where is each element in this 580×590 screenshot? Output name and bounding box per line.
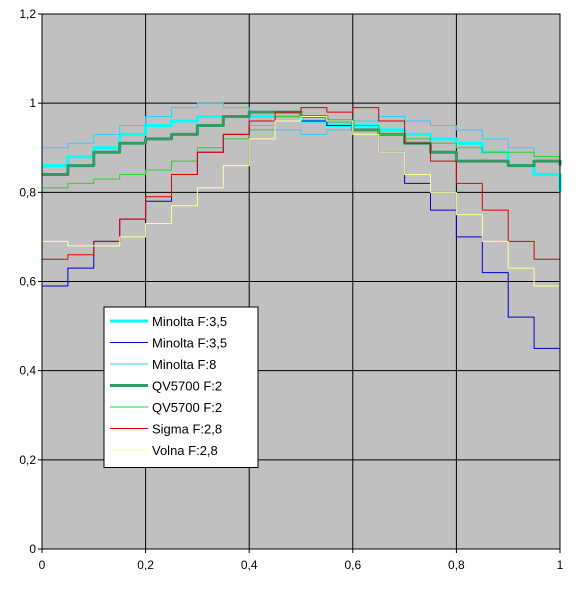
y-tick-label: 0 [29, 542, 36, 556]
series-line-5 [42, 107, 561, 273]
x-tick-label: 0,2 [137, 558, 154, 572]
y-axis-ticks: 0 0,2 0,4 0,6 0,8 1 1,2 [19, 7, 42, 556]
x-axis-ticks: 0 0,2 0,4 0,6 0,8 1 [39, 549, 564, 572]
legend-entry-label: QV5700 F:2 [152, 379, 222, 394]
series-line-6 [42, 116, 561, 295]
x-tick-label: 1 [557, 558, 564, 572]
series-layer [42, 102, 562, 389]
y-tick-label: 1 [29, 96, 36, 110]
series-line-2 [42, 102, 561, 166]
x-tick-label: 0 [39, 558, 46, 572]
legend-entry-label: Minolta F:8 [152, 357, 216, 372]
legend-entry-label: Minolta F:3,5 [152, 314, 227, 329]
y-tick-label: 0,8 [19, 185, 36, 199]
legend-box [103, 306, 259, 468]
legend: Minolta F:3,5 Minolta F:3,5 Minolta F:8 QV5… [103, 306, 259, 468]
legend-entry-label: Minolta F:3,5 [152, 336, 227, 351]
legend-entry-label: Sigma F:2,8 [152, 422, 222, 437]
y-tick-label: 0,6 [19, 275, 36, 289]
legend-entry-label: QV5700 F:2 [152, 400, 222, 415]
x-tick-label: 0,4 [241, 558, 258, 572]
legend-entry-label: Volna F:2,8 [152, 443, 218, 458]
x-tick-label: 0,8 [448, 558, 465, 572]
y-tick-label: 0,4 [19, 364, 36, 378]
x-tick-label: 0,6 [344, 558, 361, 572]
y-tick-label: 0,2 [19, 453, 36, 467]
y-tick-label: 1,2 [19, 7, 36, 21]
